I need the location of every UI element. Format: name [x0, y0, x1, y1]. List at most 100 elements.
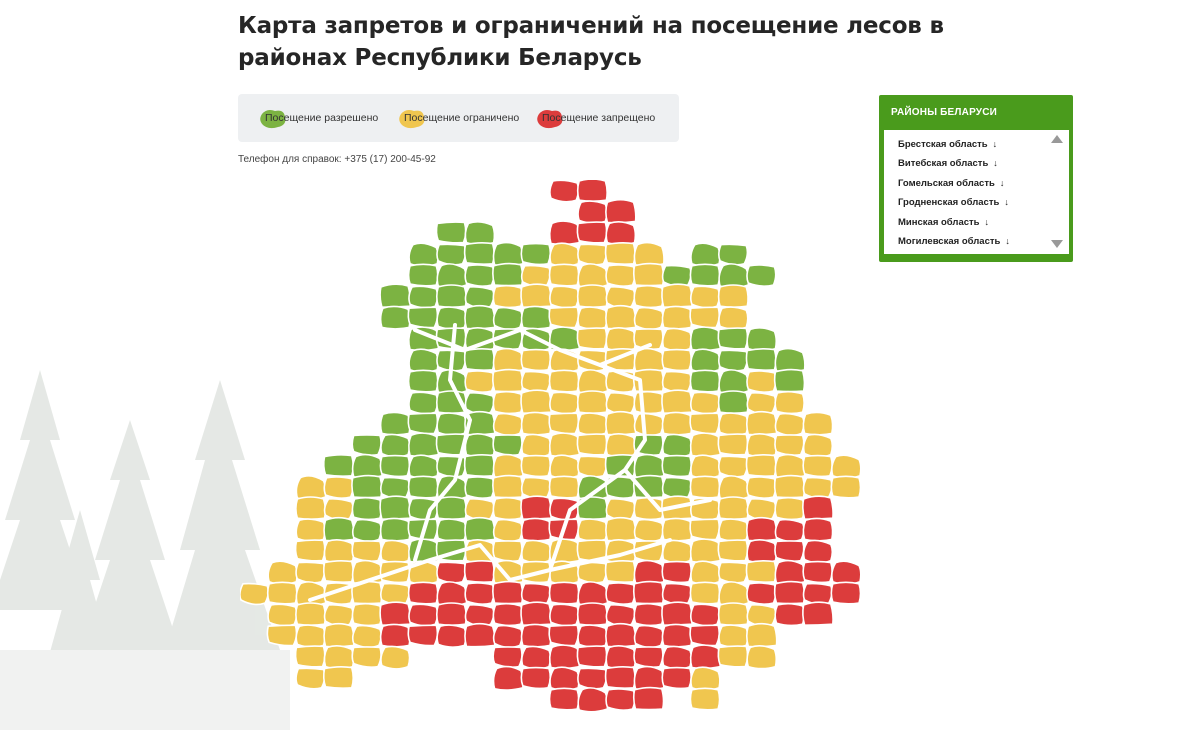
- district-restricted[interactable]: [689, 285, 721, 309]
- district-prohibited[interactable]: [521, 645, 552, 670]
- district-restricted[interactable]: [661, 370, 692, 394]
- district-prohibited[interactable]: [379, 623, 411, 648]
- district-restricted[interactable]: [548, 412, 580, 435]
- district-restricted[interactable]: [295, 602, 327, 626]
- district-restricted[interactable]: [577, 243, 608, 266]
- district-prohibited[interactable]: [379, 601, 412, 626]
- district-restricted[interactable]: [745, 454, 777, 477]
- district-restricted[interactable]: [295, 624, 326, 648]
- district-restricted[interactable]: [633, 347, 665, 373]
- district-restricted[interactable]: [604, 560, 636, 583]
- district-allowed[interactable]: [407, 263, 439, 287]
- district-restricted[interactable]: [690, 454, 721, 480]
- district-restricted[interactable]: [520, 370, 551, 394]
- district-prohibited[interactable]: [633, 646, 664, 668]
- district-restricted[interactable]: [548, 263, 580, 287]
- district-restricted[interactable]: [380, 645, 411, 670]
- district-prohibited[interactable]: [661, 645, 693, 670]
- district-allowed[interactable]: [464, 392, 495, 415]
- district-restricted[interactable]: [689, 518, 721, 541]
- district-restricted[interactable]: [689, 538, 722, 564]
- district-restricted[interactable]: [267, 560, 298, 586]
- district-prohibited[interactable]: [548, 624, 580, 647]
- district-restricted[interactable]: [492, 474, 524, 499]
- district-prohibited[interactable]: [661, 623, 693, 648]
- district-restricted[interactable]: [492, 284, 524, 309]
- district-allowed[interactable]: [351, 518, 382, 543]
- district-allowed[interactable]: [746, 264, 777, 287]
- district-restricted[interactable]: [548, 432, 581, 458]
- district-prohibited[interactable]: [802, 582, 833, 606]
- district-prohibited[interactable]: [520, 623, 552, 648]
- district-restricted[interactable]: [351, 602, 383, 627]
- district-restricted[interactable]: [520, 264, 551, 288]
- district-allowed[interactable]: [745, 348, 777, 371]
- district-allowed[interactable]: [464, 221, 496, 246]
- district-prohibited[interactable]: [605, 198, 637, 224]
- district-restricted[interactable]: [492, 540, 523, 562]
- district-restricted[interactable]: [294, 539, 326, 562]
- district-restricted[interactable]: [745, 622, 778, 648]
- district-restricted[interactable]: [605, 410, 637, 436]
- scroll-down-icon[interactable]: [1051, 240, 1063, 248]
- district-restricted[interactable]: [351, 540, 382, 562]
- district-allowed[interactable]: [379, 476, 411, 500]
- district-restricted[interactable]: [633, 306, 664, 331]
- district-prohibited[interactable]: [407, 624, 439, 647]
- district-restricted[interactable]: [746, 433, 778, 458]
- district-allowed[interactable]: [661, 264, 692, 288]
- district-allowed[interactable]: [322, 454, 355, 477]
- district-restricted[interactable]: [548, 369, 580, 393]
- district-prohibited[interactable]: [605, 622, 637, 648]
- district-restricted[interactable]: [520, 454, 552, 478]
- district-prohibited[interactable]: [549, 497, 580, 521]
- district-prohibited[interactable]: [605, 604, 636, 627]
- district-prohibited[interactable]: [661, 601, 693, 626]
- district-prohibited[interactable]: [464, 582, 495, 605]
- district-restricted[interactable]: [520, 389, 553, 414]
- district-restricted[interactable]: [379, 582, 411, 606]
- district-restricted[interactable]: [633, 284, 665, 309]
- district-restricted[interactable]: [831, 454, 860, 480]
- district-restricted[interactable]: [492, 347, 524, 373]
- district-restricted[interactable]: [576, 284, 608, 308]
- district-restricted[interactable]: [605, 498, 636, 521]
- district-restricted[interactable]: [322, 560, 355, 583]
- district-restricted[interactable]: [351, 580, 383, 605]
- district-restricted[interactable]: [492, 412, 523, 437]
- district-prohibited[interactable]: [492, 665, 524, 691]
- district-restricted[interactable]: [605, 433, 637, 458]
- district-prohibited[interactable]: [802, 560, 833, 584]
- district-restricted[interactable]: [661, 411, 693, 436]
- district-restricted[interactable]: [802, 433, 834, 458]
- district-restricted[interactable]: [689, 412, 721, 435]
- district-prohibited[interactable]: [464, 604, 495, 627]
- district-restricted[interactable]: [520, 411, 552, 436]
- district-restricted[interactable]: [323, 476, 354, 499]
- district-prohibited[interactable]: [661, 666, 692, 690]
- district-allowed[interactable]: [690, 242, 721, 268]
- district-allowed[interactable]: [436, 412, 467, 436]
- district-prohibited[interactable]: [548, 644, 581, 670]
- district-restricted[interactable]: [295, 561, 326, 584]
- district-restricted[interactable]: [492, 496, 524, 521]
- district-restricted[interactable]: [351, 646, 382, 668]
- district-allowed[interactable]: [718, 263, 750, 289]
- district-prohibited[interactable]: [774, 602, 805, 627]
- district-restricted[interactable]: [548, 306, 580, 329]
- district-prohibited[interactable]: [436, 561, 467, 584]
- district-prohibited[interactable]: [605, 688, 636, 711]
- district-allowed[interactable]: [690, 348, 721, 374]
- district-prohibited[interactable]: [549, 180, 580, 203]
- district-allowed[interactable]: [520, 305, 552, 330]
- district-allowed[interactable]: [464, 286, 495, 309]
- district-prohibited[interactable]: [633, 624, 664, 649]
- district-restricted[interactable]: [605, 304, 637, 330]
- district-restricted[interactable]: [322, 666, 355, 689]
- district-prohibited[interactable]: [605, 582, 636, 605]
- district-restricted[interactable]: [576, 390, 608, 414]
- district-allowed[interactable]: [718, 349, 749, 372]
- district-prohibited[interactable]: [576, 602, 608, 626]
- district-restricted[interactable]: [802, 454, 833, 478]
- district-allowed[interactable]: [436, 263, 468, 289]
